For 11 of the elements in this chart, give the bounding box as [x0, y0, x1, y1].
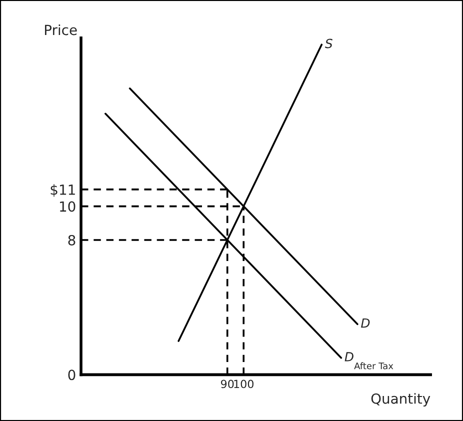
x-tick-label: 90: [220, 380, 234, 388]
series-label: D: [361, 318, 370, 328]
series-label: S: [324, 38, 332, 48]
y-tick-label: 8: [68, 234, 76, 246]
y-axis-title: Price: [45, 24, 77, 36]
y-tick-label: 0: [68, 370, 76, 380]
x-tick-label: 100: [234, 380, 254, 388]
x-axis-title: Quantity: [371, 393, 430, 407]
y-tick-label: 10: [60, 201, 76, 212]
y-tick-label: $11: [50, 184, 75, 197]
series-label: DAfter Tax: [344, 352, 394, 370]
